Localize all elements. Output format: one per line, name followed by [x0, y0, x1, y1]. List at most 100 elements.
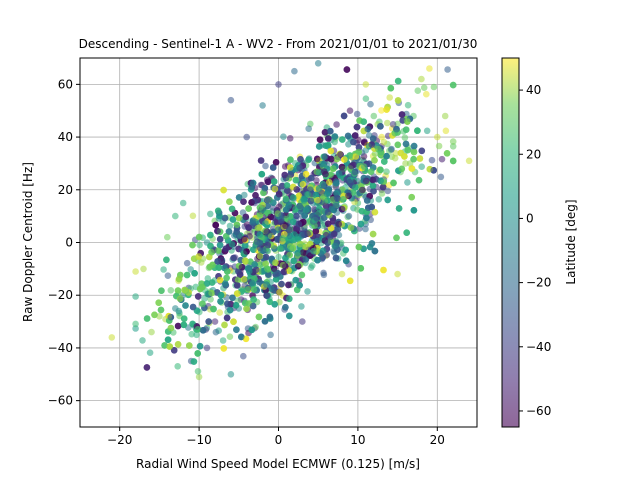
- scatter-point: [221, 280, 229, 287]
- scatter-point: [207, 231, 214, 239]
- scatter-point: [188, 330, 195, 338]
- scatter-point: [302, 255, 310, 263]
- scatter-point: [449, 143, 457, 150]
- scatter-point: [362, 225, 369, 233]
- scatter-point: [313, 155, 321, 163]
- scatter-point: [347, 224, 355, 231]
- scatter-point: [346, 277, 354, 285]
- scatter-point: [167, 313, 175, 321]
- scatter-point: [298, 303, 305, 310]
- scatter-point: [350, 138, 357, 146]
- y-tick-label: −40: [48, 341, 73, 355]
- scatter-point: [299, 318, 306, 325]
- colorbar-tick-label: −40: [526, 340, 551, 354]
- scatter-point: [216, 241, 224, 249]
- scatter-point: [423, 127, 431, 135]
- scatter-point: [370, 112, 378, 120]
- scatter-point: [254, 224, 262, 232]
- scatter-point: [183, 271, 191, 279]
- scatter-point: [304, 205, 312, 213]
- y-tick-label: 60: [58, 77, 73, 91]
- scatter-point: [420, 84, 428, 91]
- colorbar-ticks: −60 −40 −20 0 20 40: [519, 83, 551, 418]
- scatter-point: [207, 242, 214, 250]
- scatter-point: [449, 138, 457, 145]
- scatter-point: [316, 136, 324, 143]
- scatter-point: [324, 220, 332, 228]
- scatter-point: [243, 133, 250, 141]
- scatter-point: [441, 112, 449, 120]
- scatter-point: [139, 337, 146, 344]
- scatter-point: [294, 262, 302, 270]
- scatter-point: [380, 266, 387, 274]
- scatter-point: [240, 235, 248, 243]
- scatter-point: [377, 177, 385, 185]
- scatter-point: [302, 170, 310, 178]
- scatter-point: [283, 182, 291, 189]
- colorbar-tick-label: −20: [526, 276, 551, 290]
- scatter-point: [225, 228, 233, 235]
- scatter-point: [182, 302, 189, 309]
- scatter-point: [314, 60, 322, 67]
- scatter-point: [132, 293, 139, 300]
- scatter-point: [359, 186, 366, 194]
- scatter-point: [401, 134, 409, 141]
- scatter-point: [363, 197, 371, 204]
- scatter-point: [367, 100, 374, 108]
- scatter-point: [228, 241, 236, 248]
- scatter-point: [320, 271, 328, 279]
- scatter-point: [155, 299, 162, 307]
- scatter-point: [302, 244, 309, 251]
- scatter-point: [294, 249, 302, 257]
- scatter-point: [437, 173, 445, 181]
- scatter-point: [316, 205, 323, 213]
- scatter-point: [312, 191, 320, 199]
- scatter-point: [395, 205, 403, 212]
- scatter-point: [189, 241, 196, 249]
- scatter-point: [333, 194, 341, 202]
- scatter-point: [194, 326, 202, 333]
- scatter-point: [249, 219, 256, 226]
- scatter-point: [255, 313, 263, 321]
- scatter-point: [263, 196, 271, 204]
- scatter-point: [272, 259, 279, 267]
- scatter-point: [199, 300, 206, 308]
- scatter-point: [284, 187, 291, 194]
- scatter-point: [327, 171, 334, 179]
- scatter-point: [240, 198, 247, 205]
- scatter-point: [404, 118, 411, 125]
- scatter-point: [324, 197, 331, 204]
- scatter-point: [220, 186, 227, 194]
- scatter-point: [324, 239, 332, 247]
- scatter-point: [362, 95, 370, 102]
- scatter-point: [275, 253, 282, 261]
- scatter-point: [190, 358, 198, 365]
- scatter-point: [269, 164, 277, 171]
- x-axis-label: Radial Wind Speed Model ECMWF (0.125) [m…: [136, 457, 420, 471]
- scatter-point: [227, 96, 235, 104]
- scatter-point: [330, 165, 337, 172]
- scatter-point: [394, 97, 402, 104]
- scatter-point: [384, 196, 392, 204]
- scatter-point: [343, 66, 351, 73]
- scatter-point: [300, 197, 308, 204]
- scatter-point: [312, 227, 320, 235]
- scatter-point: [241, 191, 248, 199]
- scatter-point: [287, 171, 295, 178]
- scatter-point: [275, 81, 282, 88]
- scatter-point: [208, 289, 215, 297]
- scatter-point: [310, 247, 317, 255]
- scatter-point: [346, 107, 354, 114]
- scatter-point: [434, 133, 441, 141]
- scatter-point: [210, 305, 217, 313]
- scatter-point: [438, 155, 446, 163]
- scatter-point: [384, 119, 391, 127]
- scatter-point: [194, 293, 202, 300]
- scatter-point: [167, 287, 175, 294]
- scatter-point: [195, 253, 203, 260]
- scatter-point: [146, 349, 154, 357]
- scatter-point: [233, 221, 241, 229]
- scatter-point: [248, 326, 256, 334]
- scatter-point: [442, 127, 450, 135]
- scatter-point: [233, 326, 240, 334]
